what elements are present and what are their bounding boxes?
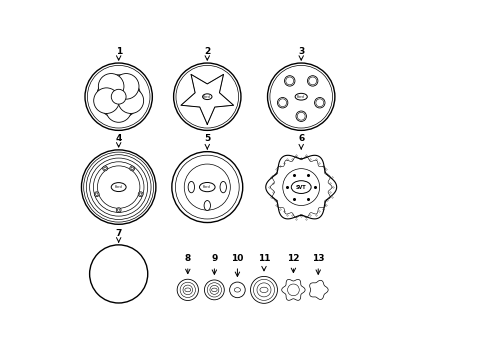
Ellipse shape (234, 288, 240, 292)
Circle shape (171, 152, 242, 222)
Circle shape (269, 66, 332, 128)
Circle shape (87, 66, 150, 128)
Circle shape (285, 77, 293, 85)
Text: 7: 7 (115, 229, 122, 242)
Circle shape (139, 193, 142, 195)
Circle shape (129, 166, 134, 171)
Circle shape (184, 164, 230, 210)
Ellipse shape (295, 93, 306, 100)
Circle shape (277, 98, 287, 108)
Ellipse shape (291, 181, 310, 193)
Circle shape (175, 155, 239, 219)
Ellipse shape (202, 94, 212, 100)
Circle shape (106, 97, 131, 122)
Circle shape (315, 99, 323, 107)
Circle shape (85, 63, 152, 130)
Ellipse shape (220, 181, 226, 193)
Circle shape (118, 88, 143, 113)
Circle shape (89, 158, 147, 216)
Circle shape (209, 285, 219, 294)
Circle shape (94, 192, 99, 197)
Circle shape (81, 150, 156, 224)
Text: 10: 10 (231, 254, 243, 276)
Circle shape (94, 88, 119, 113)
Circle shape (173, 63, 241, 130)
Text: 3: 3 (298, 47, 304, 60)
Circle shape (93, 162, 143, 212)
Circle shape (177, 279, 198, 301)
Circle shape (278, 99, 286, 107)
Circle shape (103, 167, 106, 170)
Text: Ford: Ford (297, 95, 305, 99)
Circle shape (113, 73, 139, 99)
Text: 13: 13 (311, 254, 324, 274)
Circle shape (284, 76, 294, 86)
Circle shape (176, 66, 238, 128)
Text: 11: 11 (257, 254, 270, 271)
Circle shape (204, 280, 224, 300)
Ellipse shape (203, 201, 210, 211)
Text: 6: 6 (298, 134, 304, 149)
Circle shape (183, 285, 192, 295)
Circle shape (207, 283, 221, 297)
Text: 1: 1 (115, 47, 122, 60)
Circle shape (131, 167, 133, 170)
Circle shape (97, 166, 140, 208)
Text: SVT: SVT (295, 185, 306, 190)
Circle shape (297, 112, 305, 120)
Circle shape (295, 111, 306, 121)
Text: 9: 9 (211, 254, 217, 274)
Circle shape (86, 155, 151, 220)
Circle shape (138, 192, 143, 197)
Polygon shape (281, 279, 305, 300)
Circle shape (267, 63, 334, 130)
Ellipse shape (188, 181, 194, 193)
Text: Ford: Ford (203, 185, 211, 189)
Circle shape (83, 152, 153, 222)
Ellipse shape (211, 288, 217, 292)
Text: 2: 2 (204, 47, 210, 60)
Circle shape (117, 209, 120, 211)
Circle shape (89, 245, 147, 303)
Ellipse shape (184, 288, 190, 292)
Circle shape (314, 98, 325, 108)
Ellipse shape (199, 183, 215, 192)
Circle shape (116, 208, 121, 213)
Text: 8: 8 (184, 254, 190, 274)
Circle shape (98, 73, 123, 99)
Text: 12: 12 (286, 254, 299, 273)
Circle shape (102, 166, 107, 171)
Circle shape (308, 77, 316, 85)
Circle shape (307, 76, 317, 86)
Ellipse shape (260, 287, 267, 293)
Circle shape (253, 279, 274, 300)
Circle shape (111, 89, 126, 104)
Ellipse shape (111, 183, 126, 192)
Circle shape (282, 168, 319, 206)
Text: Ford: Ford (203, 95, 211, 99)
Circle shape (229, 282, 244, 298)
Text: Ford: Ford (115, 185, 122, 189)
Polygon shape (265, 155, 336, 219)
Circle shape (250, 276, 277, 303)
Text: 5: 5 (204, 134, 210, 149)
Text: 4: 4 (115, 134, 122, 147)
Circle shape (257, 283, 270, 297)
Circle shape (95, 193, 98, 195)
Circle shape (180, 282, 195, 297)
Circle shape (287, 284, 299, 296)
Polygon shape (309, 280, 327, 300)
